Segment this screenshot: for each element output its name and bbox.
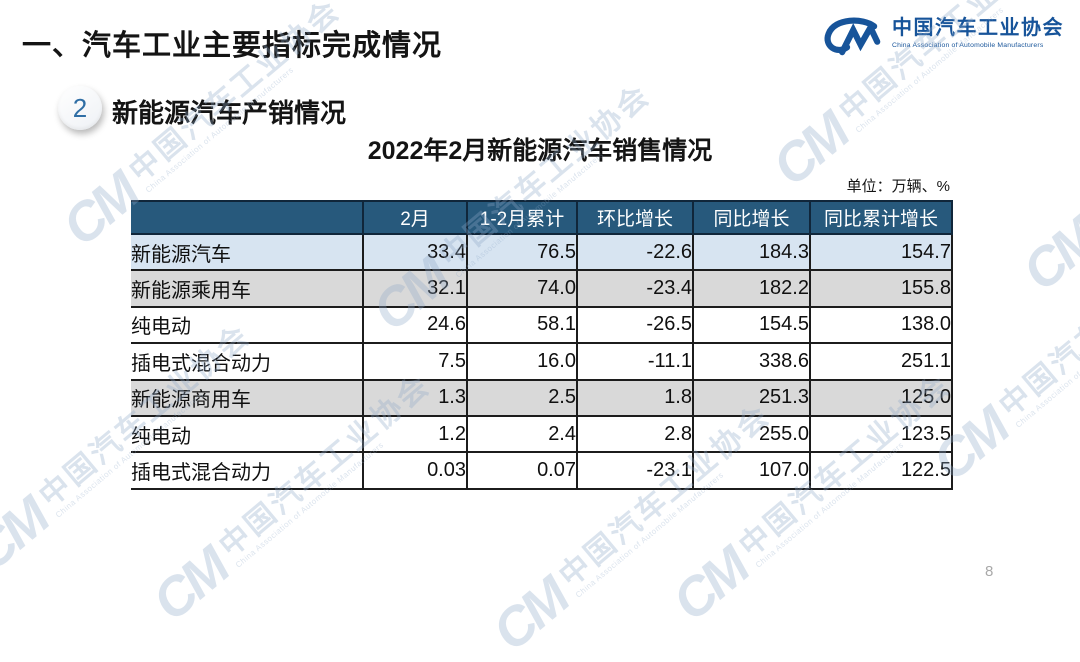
cell-value: 255.0	[692, 414, 811, 454]
cell-value: 182.2	[692, 269, 811, 308]
watermark-cm-mark: CM	[0, 487, 59, 583]
table-row: 插电式混合动力 0.03 0.07 -23.1 107.0 122.5	[131, 451, 953, 490]
col-header-feb: 2月	[362, 200, 468, 235]
cell-value: 58.1	[466, 305, 578, 345]
table-row: 新能源乘用车 32.1 74.0 -23.4 182.2 155.8	[131, 269, 953, 308]
cell-value: 76.5	[466, 232, 578, 272]
unit-label: 单位：万辆、%	[846, 178, 950, 195]
col-header-cumulative: 1-2月累计	[466, 200, 578, 235]
caam-logo-text: 中国汽车工业协会 China Association of Automobile…	[892, 16, 1064, 49]
section-title: 新能源汽车产销情况	[112, 98, 347, 128]
row-label: 纯电动	[131, 305, 364, 345]
cell-value: -26.5	[576, 305, 694, 345]
cell-value: -11.1	[576, 342, 694, 381]
cell-value: 338.6	[692, 342, 811, 381]
org-name-en: China Association of Automobile Manufact…	[892, 42, 1044, 49]
watermark-cm-mark: CM	[481, 567, 579, 662]
cell-value: 33.4	[362, 232, 468, 272]
page-number: 8	[985, 563, 994, 580]
caam-logo: 中国汽车工业协会 China Association of Automobile…	[820, 16, 1064, 65]
cell-value: 154.7	[809, 232, 953, 272]
table-row: 新能源商用车 1.3 2.5 1.8 251.3 125.0	[131, 378, 953, 417]
cell-value: 74.0	[466, 269, 578, 308]
cell-value: 251.1	[809, 342, 953, 381]
cell-value: 107.0	[692, 451, 811, 490]
cell-value: 7.5	[362, 342, 468, 381]
cell-value: 138.0	[809, 305, 953, 345]
cell-value: 251.3	[692, 378, 811, 417]
cell-value: -22.6	[576, 232, 694, 272]
col-header-mom: 环比增长	[576, 200, 694, 235]
table-header-row: 2月 1-2月累计 环比增长 同比增长 同比累计增长	[131, 200, 953, 235]
table-title: 2022年2月新能源汽车销售情况	[367, 137, 713, 165]
cell-value: 24.6	[362, 305, 468, 345]
row-label: 插电式混合动力	[131, 451, 364, 490]
watermark-cm-mark: CM	[1011, 207, 1080, 303]
col-header-label	[131, 200, 364, 235]
cell-value: 1.8	[576, 378, 694, 417]
col-header-yoy: 同比增长	[692, 200, 811, 235]
table-row: 纯电动 24.6 58.1 -26.5 154.5 138.0	[131, 305, 953, 345]
watermark-text-cn: 中国汽车工业协会	[993, 228, 1080, 424]
cell-value: -23.1	[576, 451, 694, 490]
cell-value: 16.0	[466, 342, 578, 381]
cell-value: 32.1	[362, 269, 468, 308]
row-label: 插电式混合动力	[131, 342, 364, 381]
caam-logo-icon	[820, 16, 884, 65]
cell-value: 184.3	[692, 232, 811, 272]
cell-value: 155.8	[809, 269, 953, 308]
watermark-text-en: China Association of Automobile Manufact…	[1014, 301, 1080, 430]
row-label: 新能源汽车	[131, 232, 364, 272]
cell-value: 0.07	[466, 451, 578, 490]
org-name-cn: 中国汽车工业协会	[892, 17, 1064, 39]
cell-value: 1.2	[362, 414, 468, 454]
col-header-yoy-cum: 同比累计增长	[809, 200, 953, 235]
row-label: 纯电动	[131, 414, 364, 454]
cell-value: -23.4	[576, 269, 694, 308]
nev-sales-table: 2月 1-2月累计 环比增长 同比增长 同比累计增长 新能源汽车 33.4 76…	[131, 200, 953, 490]
cell-value: 2.8	[576, 414, 694, 454]
table-row: 纯电动 1.2 2.4 2.8 255.0 123.5	[131, 414, 953, 454]
cell-value: 1.3	[362, 378, 468, 417]
watermark-cm-mark: CM	[141, 537, 239, 633]
cell-value: 123.5	[809, 414, 953, 454]
row-label: 新能源乘用车	[131, 269, 364, 308]
watermark-cm-mark: CM	[661, 537, 759, 633]
cell-value: 2.5	[466, 378, 578, 417]
row-label: 新能源商用车	[131, 378, 364, 417]
cell-value: 125.0	[809, 378, 953, 417]
cell-value: 0.03	[362, 451, 468, 490]
section-number-badge: 2	[58, 86, 102, 130]
page-title: 一、汽车工业主要指标完成情况	[22, 30, 443, 62]
cell-value: 122.5	[809, 451, 953, 490]
table-row: 插电式混合动力 7.5 16.0 -11.1 338.6 251.1	[131, 342, 953, 381]
cell-value: 2.4	[466, 414, 578, 454]
cell-value: 154.5	[692, 305, 811, 345]
table-row: 新能源汽车 33.4 76.5 -22.6 184.3 154.7	[131, 232, 953, 272]
